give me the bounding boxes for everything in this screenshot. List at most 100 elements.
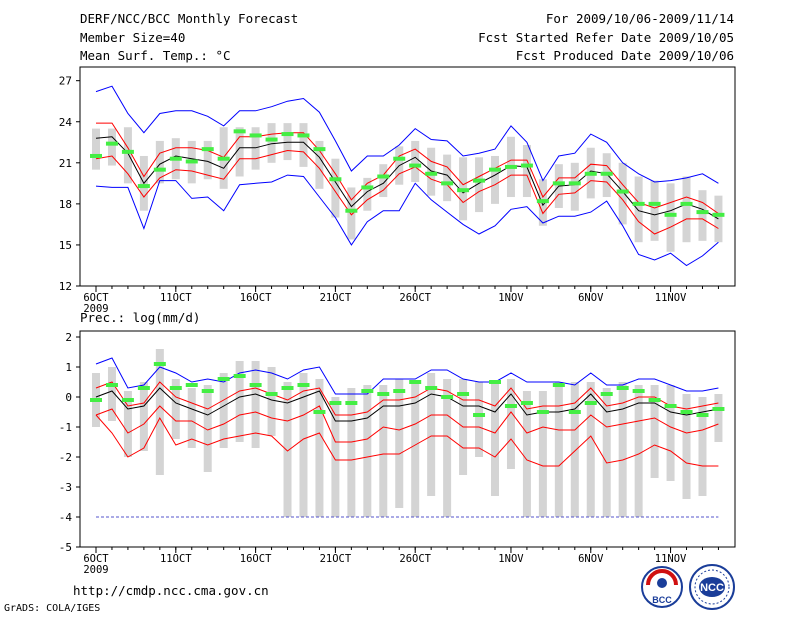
observed-marker [489,380,501,384]
member-range-box [714,195,723,243]
observed-marker [137,386,150,390]
member-range-box [491,382,499,496]
panel-title: Prec.: log(mm/d) [80,310,200,325]
series-line-mean [95,136,719,220]
x-tick-label: 6NOV [578,553,604,565]
observed-marker [712,212,725,217]
grads-credit: GrADS: COLA/IGES [4,603,101,614]
bcc-logo: BCC [641,566,683,608]
y-tick-label: 27 [59,75,72,88]
member-range-box [139,382,148,451]
y-tick-label: -5 [59,541,72,554]
observed-marker [520,401,533,405]
observed-marker [249,383,262,387]
member-range-box [347,187,356,240]
observed-marker [616,189,629,194]
observed-marker [393,156,406,161]
chart-panel-precipitation: Prec.: log(mm/d)-5-4-3-2-10126OCT200911O… [59,310,736,576]
member-range-box [666,385,675,481]
observed-marker [632,389,645,393]
observed-marker [409,163,422,168]
observed-marker [568,181,581,186]
fcst-start-date: Fcst Started Refer Date 2009/10/05 [478,30,734,45]
member-range-box [331,158,340,218]
member-range-box [315,140,324,189]
observed-marker [457,188,470,193]
observed-marker [105,141,118,146]
observed-marker [600,392,613,396]
observed-marker [361,185,374,190]
observed-marker [169,386,182,390]
x-tick-label: 1NOV [498,292,524,304]
series-line-upper_mid [96,122,719,214]
member-range-box [203,385,212,472]
observed-marker [281,132,294,137]
member-range-box [618,382,627,517]
observed-marker [377,174,390,179]
member-range-box [107,128,116,166]
ncc-logo: NCC [689,564,735,610]
fcst-produced-date: Fcst Produced Date 2009/10/06 [515,48,734,63]
member-range-box [682,394,691,499]
member-range-box [299,123,308,167]
x-tick-label: 16OCT [240,292,272,304]
bcc-logo-text: BCC [652,595,672,605]
member-range-box [443,379,452,517]
member-range-box [107,367,116,421]
source-url[interactable]: http://cmdp.ncc.cma.gov.cn [73,583,269,598]
observed-marker [121,398,134,402]
y-tick-label: 12 [59,280,72,293]
ncc-logo-text: NCC [700,582,724,594]
observed-marker [329,401,342,405]
observed-marker [648,398,661,402]
y-tick-label: 0 [65,391,72,404]
y-tick-label: -3 [59,481,72,494]
series-line-mean [95,387,719,422]
observed-marker [201,389,214,393]
observed-marker [696,413,709,417]
member-range-box [363,385,372,517]
member-range-box [634,385,643,517]
observed-marker [457,392,470,396]
member-range-box [506,379,515,469]
observed-marker [712,407,725,411]
member-range-box [602,388,611,517]
member-range-box [698,190,707,241]
observed-marker [473,178,486,183]
member-range-box [267,123,276,163]
observed-marker [504,404,517,408]
observed-marker [217,156,230,161]
x-tick-label: 21OCT [320,553,352,565]
member-range-box [427,147,436,196]
member-range-box [650,385,659,478]
member-range-box [570,382,579,517]
observed-marker [425,171,438,176]
observed-marker [520,163,533,168]
observed-marker [345,208,358,213]
observed-marker [552,181,565,186]
member-range-box [283,123,292,161]
member-range-box [379,385,388,517]
observed-marker [600,171,613,176]
member-range-box [299,373,308,517]
observed-marker [137,184,150,189]
observed-marker [584,171,597,176]
member-range-box [123,127,132,184]
x-tick-label: 21OCT [320,292,352,304]
observed-marker [632,201,645,206]
observed-marker [680,410,693,414]
observed-marker [393,389,406,393]
observed-marker [121,149,134,154]
x-tick-label: 2009 [83,303,108,315]
observed-marker [441,395,454,399]
observed-marker [153,167,166,172]
forecast-period: For 2009/10/06-2009/11/14 [545,11,734,26]
member-range-box [235,361,244,442]
observed-marker [297,383,310,387]
y-tick-label: 21 [59,157,72,170]
member-range-box [251,361,260,448]
observed-marker [441,181,454,186]
x-tick-label: 11NOV [655,553,687,565]
variable-temp-label: Mean Surf. Temp.: °C [80,48,231,63]
member-range-box [92,128,100,170]
